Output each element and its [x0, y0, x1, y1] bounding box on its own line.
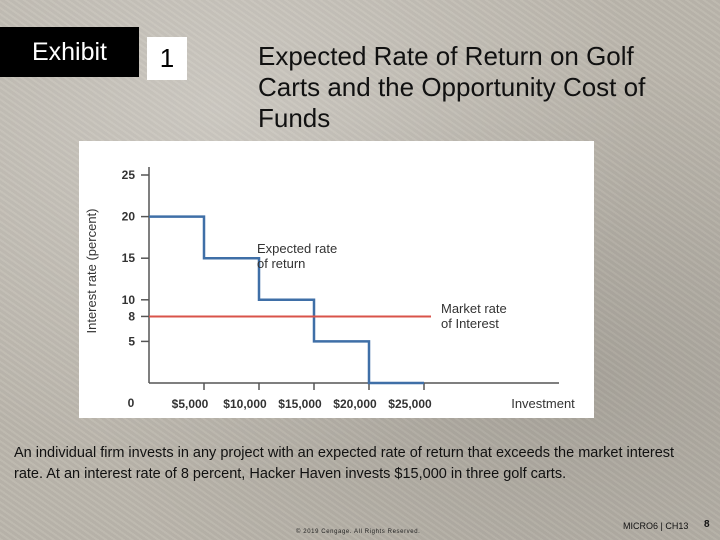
- copyright-notice: © 2019 Cengage. All Rights Reserved.: [296, 529, 421, 535]
- x-axis-title: Investment: [511, 396, 575, 411]
- y-axis-title: Interest rate (percent): [84, 209, 99, 334]
- y-tick-label: 0: [128, 396, 135, 410]
- chart-panel: 0 5 8 10 15 20 25 $5,000 $10,000 $15,000 $20,000 $2…: [79, 141, 594, 418]
- x-tick-label: $10,000: [223, 397, 267, 411]
- y-tick-label: 15: [122, 251, 136, 265]
- expected-return-label: of return: [257, 256, 305, 271]
- y-tick-label: 10: [122, 293, 136, 307]
- page-number: 8: [704, 519, 710, 530]
- y-tick-label: 25: [122, 168, 136, 182]
- course-code: MICRO6 | CH13: [623, 521, 689, 531]
- slide-title: Expected Rate of Return on Golf Carts an…: [258, 41, 646, 133]
- y-tick-label: 5: [128, 334, 135, 348]
- expected-return-label: Expected rate: [257, 241, 337, 256]
- y-tick-label: 8: [128, 309, 135, 323]
- chart-caption: An individual firm invests in any projec…: [14, 445, 675, 482]
- exhibit-number: 1: [147, 37, 187, 80]
- exhibit-label: Exhibit: [0, 27, 139, 77]
- y-tick-label: 20: [122, 210, 136, 224]
- market-rate-label: of Interest: [441, 316, 499, 331]
- expected-return-step-line: [149, 215, 424, 385]
- x-tick-label: $25,000: [388, 397, 432, 411]
- x-tick-label: $15,000: [278, 397, 322, 411]
- x-tick-label: $5,000: [172, 397, 209, 411]
- market-rate-label: Market rate: [441, 301, 507, 316]
- x-tick-label: $20,000: [333, 397, 377, 411]
- investment-chart: 0 5 8 10 15 20 25 $5,000 $10,000 $15,000 $20,000 $2…: [84, 167, 575, 411]
